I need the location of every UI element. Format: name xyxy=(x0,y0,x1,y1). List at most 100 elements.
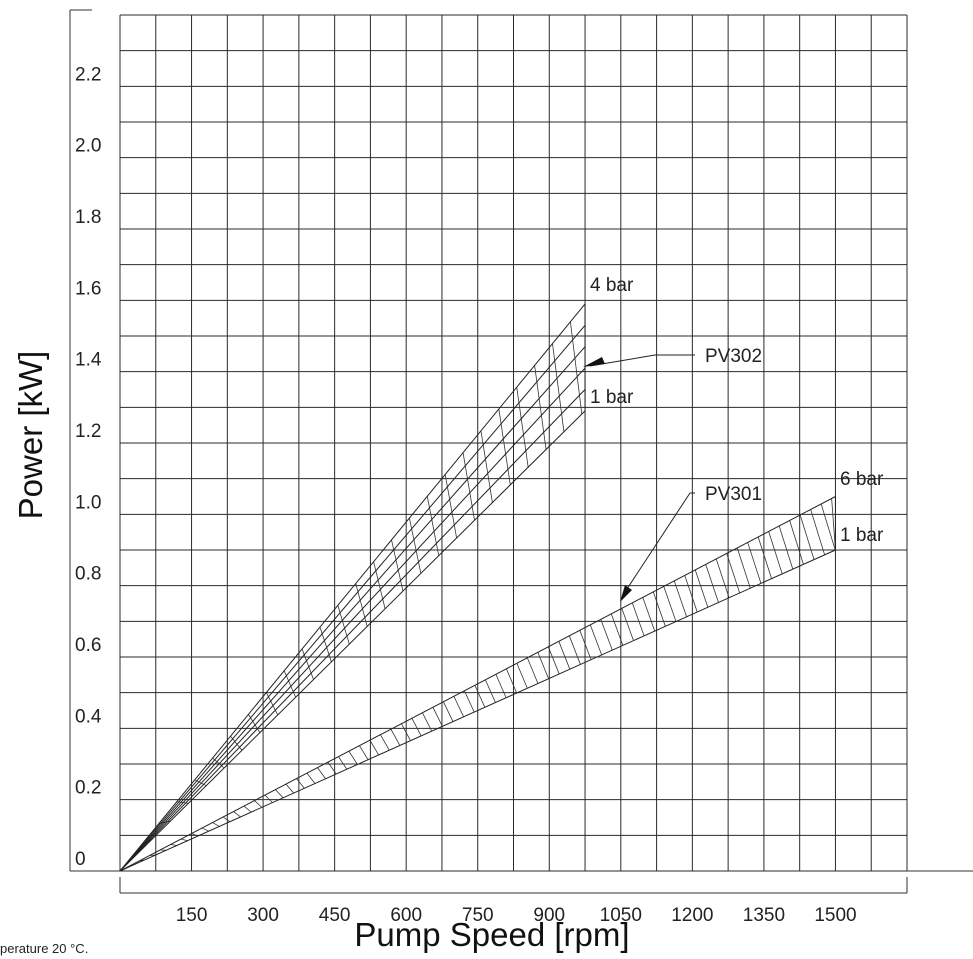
pv301-hatch-line xyxy=(264,794,273,803)
pv301-hatch-line xyxy=(212,822,220,827)
pv302-inner-line xyxy=(119,346,586,872)
pv302-arrowhead xyxy=(583,357,605,367)
x-tick-label: 900 xyxy=(533,905,565,926)
pv301-hatch-line xyxy=(380,734,390,751)
pv301-hatch-line xyxy=(757,536,772,579)
pv301-hatch-line xyxy=(180,838,188,842)
pv301-hatch-line xyxy=(222,816,231,822)
pv302-hatch-line xyxy=(319,627,332,662)
pv302-inner-line xyxy=(119,389,586,872)
pv302-4bar-line xyxy=(119,303,586,872)
pv301-hatch-line xyxy=(275,789,284,799)
pv301-hatch-line xyxy=(537,652,549,679)
pv301-hatch-line xyxy=(474,685,486,708)
pv301-hatch-line xyxy=(526,657,539,684)
pv301-hatch-line xyxy=(568,635,581,665)
pv302-hatch-line xyxy=(265,692,279,716)
pv302-hatch-line xyxy=(230,735,243,751)
pv302-4bar-label: 4 bar xyxy=(590,275,634,296)
pv301-hatch-line xyxy=(558,641,571,670)
pv301-hatch-line xyxy=(652,591,666,627)
pv301-hatch-line xyxy=(516,663,528,689)
pv301-hatch-line xyxy=(327,761,337,775)
pv301-hatch-line xyxy=(768,531,783,575)
x-tick-label: 1200 xyxy=(671,905,713,926)
footnote: perature 20 °C. xyxy=(0,941,88,956)
y-tick-label: 1.4 xyxy=(75,350,102,371)
pv301-label: PV301 xyxy=(705,484,762,505)
pv301-hatch-line xyxy=(348,750,358,765)
pv301-hatch-line xyxy=(359,745,369,760)
pv302-hatch-line xyxy=(391,539,404,592)
pv302-hatch-line xyxy=(426,496,440,556)
x-tick-label: 300 xyxy=(247,905,279,926)
x-tick-label: 1050 xyxy=(600,905,642,926)
x-tick-label: 750 xyxy=(462,905,494,926)
x-tick-label: 1500 xyxy=(814,905,856,926)
pv301-hatch-line xyxy=(715,558,730,598)
grid xyxy=(119,14,908,872)
pv301-leader-diag xyxy=(622,492,691,596)
pv301-hatch-line xyxy=(432,707,443,727)
pv301-hatch-line xyxy=(338,756,348,770)
pv301-hatch-line xyxy=(170,844,177,846)
y-axis-label: Power [kW] xyxy=(12,351,49,520)
pv301-hatch-line xyxy=(642,597,656,632)
pv302-inner-line xyxy=(119,367,586,872)
band-hatching xyxy=(138,321,836,862)
pv301-hatch-line xyxy=(369,739,379,756)
x-tick-label: 450 xyxy=(319,905,351,926)
pv301-hatch-line xyxy=(390,728,401,746)
pv302-hatch-line xyxy=(409,518,422,574)
pv301-arrowhead xyxy=(620,585,632,602)
x-axis-label: Pump Speed [rpm] xyxy=(354,916,629,953)
pv302-hatch-line xyxy=(283,670,297,698)
pv301-hatch-line xyxy=(306,772,316,784)
y-tick-label: 2.0 xyxy=(75,136,101,157)
y-tick-label: 0.4 xyxy=(75,706,102,727)
pv301-hatch-line xyxy=(589,624,603,656)
pv302-hatch-line xyxy=(462,452,475,521)
pv302-hatch-line xyxy=(480,430,493,503)
chart-frame xyxy=(69,9,973,894)
pv301-hatch-line xyxy=(621,608,634,641)
pv302-hatch-line xyxy=(355,583,368,627)
pv301-hatch-line xyxy=(778,525,794,570)
pv301-hatch-line xyxy=(747,542,762,584)
pv301-hatch-line xyxy=(464,690,475,713)
pv302-hatch-line xyxy=(552,343,565,432)
pv301-hatch-line xyxy=(631,602,645,636)
pv301-hatch-line xyxy=(810,509,826,555)
pv301-hatch-line xyxy=(610,613,624,646)
pv301-hatch-line xyxy=(254,800,263,808)
y-tick-label: 1.0 xyxy=(75,492,101,513)
pv302-hatch-line xyxy=(534,365,547,450)
pv302-hatch-line xyxy=(569,321,583,415)
series-lines xyxy=(119,303,836,872)
pv302-hatch-line xyxy=(516,387,529,468)
y-tick-label: 0 xyxy=(75,849,86,870)
y-tick-label: 0.2 xyxy=(75,778,101,799)
pv301-hatch-line xyxy=(726,553,741,594)
pv301-hatch-line xyxy=(411,718,422,737)
y-tick-label: 1.2 xyxy=(75,421,101,442)
pv301-hatch-line xyxy=(673,580,687,617)
y-tick-label: 2.2 xyxy=(75,64,101,85)
y-tick-label: 1.6 xyxy=(75,278,101,299)
pv301-hatch-line xyxy=(705,564,719,603)
pv301-hatch-line xyxy=(285,783,295,794)
pv301-hatch-line xyxy=(191,833,199,837)
y-tick-label: 0.6 xyxy=(75,635,101,656)
pv301-hatch-line xyxy=(296,778,305,789)
pv301-6bar-line xyxy=(119,496,836,872)
pv302-hatch-line xyxy=(444,474,458,539)
x-tick-label: 600 xyxy=(390,905,422,926)
pv302-inner-line xyxy=(119,324,586,872)
y-tick-labels: 0 0.2 0.4 0.6 0.8 1.0 1.2 1.4 1.6 1.8 2.0 2.2 xyxy=(75,64,102,870)
pv301-hatch-line xyxy=(505,668,518,694)
pv301-hatch-line xyxy=(243,805,252,813)
pv301-hatch-line xyxy=(547,646,560,675)
pv302-1bar-line xyxy=(119,410,586,872)
pv301-hatch-line xyxy=(789,520,804,565)
